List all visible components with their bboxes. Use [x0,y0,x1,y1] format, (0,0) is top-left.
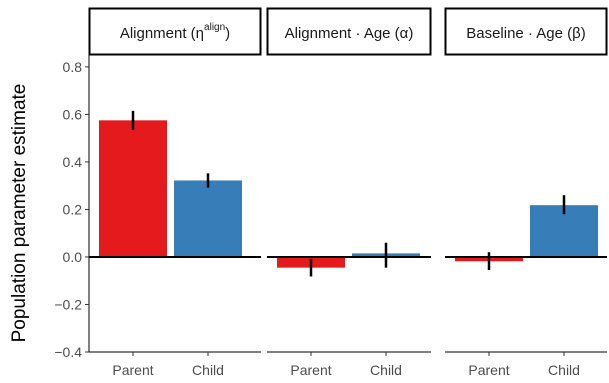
x-tick-label: Child [370,362,402,378]
y-tick-label: 0.8 [63,59,83,75]
y-axis-label: Population parameter estimate [9,84,30,343]
bar-parent [99,120,167,257]
x-tick-label: Parent [112,362,153,378]
facet-strip [444,7,608,56]
y-axis: −0.4 −0.2 0.0 0.2 0.4 0.6 0.8 [54,55,90,360]
facet-strip [88,7,262,56]
y-tick-label: 0.2 [63,201,83,217]
panel-3: Baseline · Age (β) Parent Child [444,7,608,378]
y-tick-label: 0.4 [63,154,83,170]
y-tick-label: −0.4 [54,344,82,360]
facet-title: Baseline · Age (β) [466,25,586,42]
y-tick-label: 0.0 [63,249,83,265]
panel-2: Alignment · Age (α) Parent Child [266,7,432,378]
y-tick-label: 0.6 [63,106,83,122]
x-tick-label: Parent [290,362,331,378]
facet-title: Alignment · Age (α) [285,25,414,42]
x-tick-label: Child [192,362,224,378]
facet-title: Alignment (ηalign) [120,22,230,42]
x-tick-label: Parent [468,362,509,378]
y-tick-label: −0.2 [54,296,82,312]
facet-strip [266,7,432,56]
bar-child [174,180,242,257]
panel-1: Alignment (ηalign) Parent Child [88,7,262,378]
x-tick-label: Child [548,362,580,378]
